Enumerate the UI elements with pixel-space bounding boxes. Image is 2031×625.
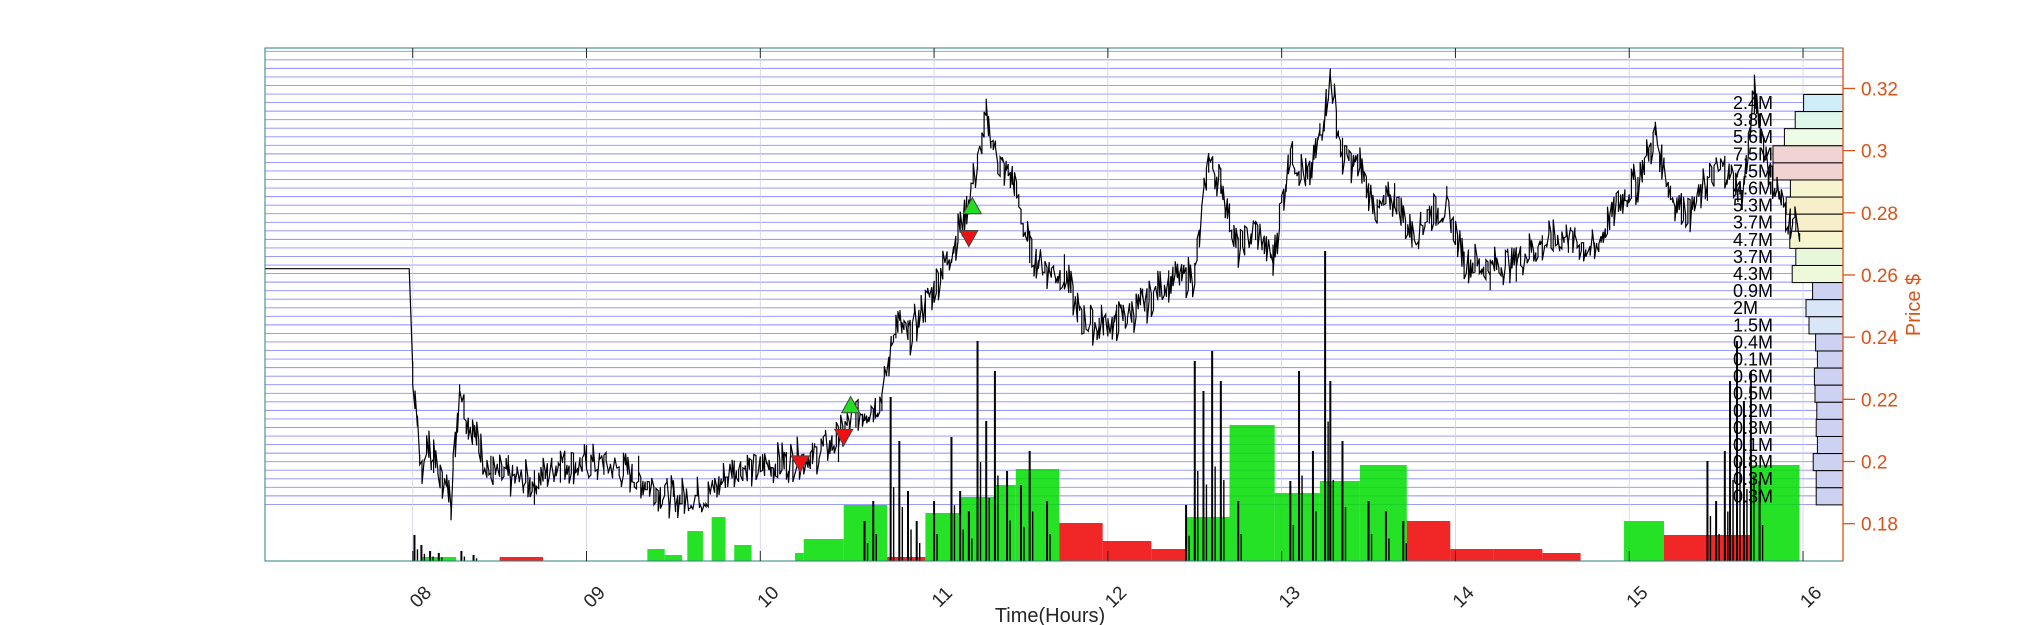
sell-marker <box>958 229 979 248</box>
volume-profile-bar <box>1815 418 1844 437</box>
volume-profile-bar <box>1783 128 1844 147</box>
price-series <box>265 68 1801 521</box>
volume-profile-label: 0.3M <box>1733 469 1773 489</box>
buy-marker <box>840 395 861 414</box>
volume-profile-label: 2.4M <box>1733 93 1773 113</box>
volume-profile-bar <box>1772 162 1844 181</box>
volume-block-sell <box>1542 553 1581 561</box>
volume-block-buy <box>711 517 726 561</box>
volume-profile-label: 0.3M <box>1733 418 1773 438</box>
y-tick-label: 0.28 <box>1861 204 1898 225</box>
volume-profile-bar <box>1795 247 1844 266</box>
volume-profile-bar <box>1814 384 1844 403</box>
volume-profile-label: 0.9M <box>1733 281 1773 301</box>
volume-profile-bar <box>1795 213 1844 232</box>
x-tick-label: 15 <box>1623 582 1653 612</box>
volume-profile-bar <box>1791 264 1844 284</box>
volume-profile-bar <box>1808 316 1844 335</box>
y-tick-label: 0.22 <box>1861 390 1898 411</box>
volume-block-buy <box>1186 517 1230 561</box>
volume-block-buy <box>1624 521 1664 561</box>
volume-block-buy <box>1015 469 1060 561</box>
y-axis-title: Price $ <box>1903 274 1925 336</box>
volume-profile-label: 3.7M <box>1733 213 1773 233</box>
volume-block-buy <box>664 555 683 561</box>
x-tick-label: 09 <box>580 582 610 612</box>
axes: 0.18 0.2 0.22 0.24 0.26 0.28 0.3 0.32 08 09 10 11 12… <box>264 47 1898 612</box>
volume-profile-label: 4.3M <box>1733 264 1773 284</box>
volume-block-buy <box>687 531 703 561</box>
volume-profile-bar <box>1815 487 1844 506</box>
y-tick-label: 0.2 <box>1861 453 1887 474</box>
volume-profile-label: 4.7M <box>1733 230 1773 250</box>
volume-block-sell <box>887 557 926 561</box>
y-tick-label: 0.24 <box>1861 328 1898 349</box>
volume-block-buy <box>647 549 665 561</box>
volume-profile-label: 2M <box>1733 298 1758 318</box>
volume-profile-label: 0.1M <box>1733 350 1773 370</box>
volume-profile-label: 0.3M <box>1733 486 1773 506</box>
volume-profile-label: 0.5M <box>1733 384 1773 404</box>
x-tick-label: 16 <box>1796 582 1826 612</box>
volume-profile-label: 1.5M <box>1733 315 1773 335</box>
volume-block-sell <box>499 557 544 561</box>
volume-profile-bar <box>1815 333 1844 352</box>
volume-block-buy <box>795 553 804 561</box>
y-tick-label: 0.3 <box>1861 142 1887 163</box>
volume-profile-bar <box>1789 230 1844 249</box>
volume-profile-label: 0.6M <box>1733 367 1773 387</box>
volume-profile-label: 0.1M <box>1733 435 1773 455</box>
y-tick-label: 0.26 <box>1861 266 1898 287</box>
volume-profile-bar <box>1772 145 1844 164</box>
volume-bars <box>413 251 1800 561</box>
x-tick-label: 11 <box>928 583 957 612</box>
volume-profile-label: 3.8M <box>1733 110 1773 130</box>
volume-block-sell <box>1059 523 1103 561</box>
volume-profile-bar <box>1816 435 1844 455</box>
volume-profile-label: 0.4M <box>1733 332 1773 352</box>
volume-block-sell <box>1102 541 1152 561</box>
volume-profile-bar <box>1813 367 1844 386</box>
volume-block-sell <box>1493 549 1543 561</box>
volume-profile-label: 0.2M <box>1733 401 1773 421</box>
volume-block-buy <box>803 539 844 561</box>
volume-profile-label: 3.7M <box>1733 247 1773 267</box>
x-tick-label: 13 <box>1275 582 1305 612</box>
volume-profile-bar <box>1794 111 1844 130</box>
volume-profile-label: 0.8M <box>1733 452 1773 472</box>
volume-block-sell <box>1406 521 1451 561</box>
sell-marker <box>833 428 854 447</box>
x-tick-label: 10 <box>754 582 784 612</box>
x-tick-label: 14 <box>1449 582 1479 612</box>
volume-block-buy <box>1319 481 1360 561</box>
buy-marker <box>962 196 983 215</box>
x-axis-title: Time(Hours) <box>995 605 1105 625</box>
volume-block-buy <box>734 545 752 561</box>
y-tick-label: 0.32 <box>1861 79 1898 100</box>
volume-profile-bar <box>1816 350 1844 369</box>
volume-profile-bar <box>1805 299 1844 318</box>
volume-profile-label: 7.5M <box>1733 161 1773 181</box>
volume-profile-bar <box>1789 179 1844 198</box>
volume-profile-bar <box>1815 470 1844 489</box>
trade-markers <box>790 196 983 474</box>
x-tick-label: 12 <box>1101 582 1131 612</box>
price-line <box>265 68 1801 521</box>
volume-profile-bar <box>1812 453 1844 472</box>
volume-block-sell <box>1151 549 1187 561</box>
volume-block-sell <box>1450 549 1494 561</box>
volume-profile-bar <box>1816 401 1844 420</box>
volume-profile-bar <box>1812 282 1844 301</box>
sell-marker <box>790 455 811 474</box>
y-tick-label: 0.18 <box>1861 515 1898 536</box>
volume-block-sell <box>1663 535 1708 561</box>
volume-block-buy <box>1359 465 1407 561</box>
x-tick-label: 08 <box>406 582 436 612</box>
volume-profile-bar <box>1803 93 1844 113</box>
volume-block-buy <box>1229 425 1275 561</box>
